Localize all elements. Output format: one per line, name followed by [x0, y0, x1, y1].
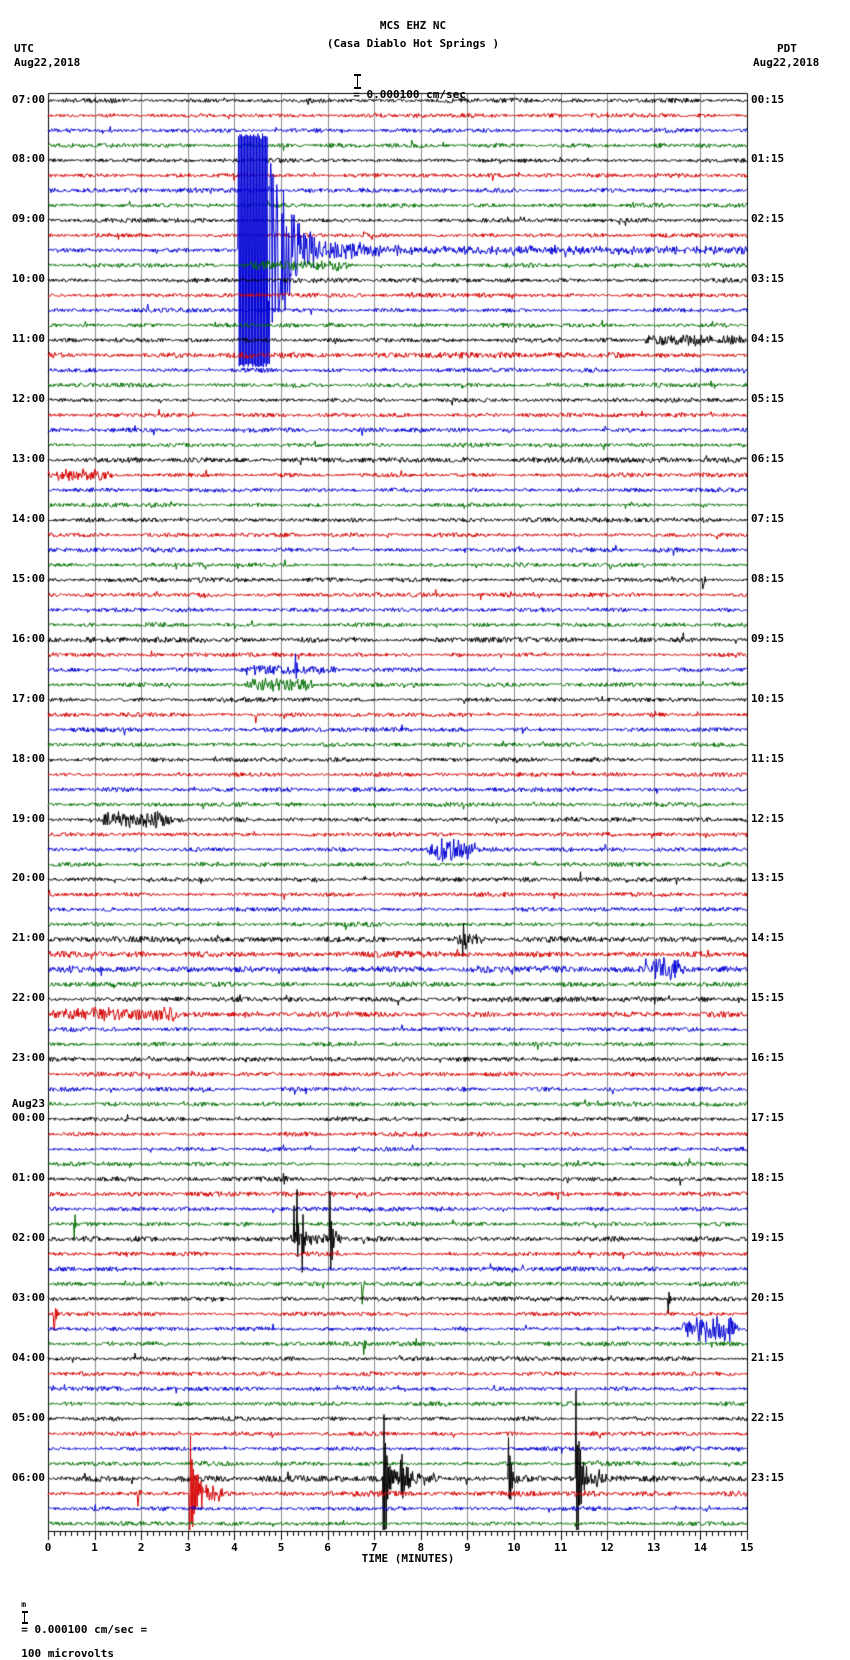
x-axis-tick-label: 2	[137, 1541, 145, 1554]
utc-hour-label: 09:00	[11, 212, 45, 226]
x-axis-tick-label: 0	[44, 1541, 52, 1554]
utc-hour-label: 13:00	[11, 452, 45, 466]
x-axis-tick-label: 8	[417, 1541, 425, 1554]
pdt-hour-label: 05:15	[751, 392, 785, 406]
x-axis-tick-label: 12	[600, 1541, 614, 1554]
seismogram-canvas	[0, 0, 850, 1613]
amplitude-scale-legend: = 0.000100 cm/sec	[340, 62, 466, 101]
utc-hour-label: 14:00	[11, 511, 45, 525]
utc-hour-label: 06:00	[11, 1470, 45, 1484]
pdt-hour-label: 07:15	[751, 511, 785, 525]
utc-hour-label: 20:00	[11, 871, 45, 885]
x-axis-tick-label: 4	[231, 1541, 238, 1554]
x-axis-tick-label: 11	[553, 1541, 568, 1554]
pdt-hour-label: 18:15	[751, 1171, 785, 1185]
pdt-hour-label: 04:15	[751, 332, 785, 346]
pdt-hour-label: 13:15	[751, 871, 785, 885]
pdt-hour-label: 11:15	[751, 751, 785, 765]
pdt-hour-label: 15:15	[751, 991, 785, 1005]
scale-text: = 0.000100 cm/sec	[353, 88, 466, 101]
left-date: Aug22,2018	[14, 56, 81, 69]
utc-hour-label: 07:00	[11, 92, 45, 106]
utc-hour-label: 16:00	[11, 631, 45, 645]
pdt-hour-label: 10:15	[751, 691, 785, 705]
station-title: MCS EHZ NC	[379, 19, 447, 32]
utc-hour-label: 22:00	[11, 991, 45, 1005]
utc-hour-label: 19:00	[11, 811, 45, 825]
footer-prefix-mark: m	[21, 1600, 27, 1609]
footer-scale-legend: m = 0.000100 cm/sec = 100 microvolts	[8, 1586, 147, 1660]
footer-scale-equation: = 0.000100 cm/sec =	[21, 1623, 148, 1636]
pdt-hour-label: 02:15	[751, 212, 785, 226]
scale-bar-icon	[353, 74, 362, 89]
utc-hour-label: 15:00	[11, 571, 45, 585]
x-axis-tick-label: 10	[507, 1541, 521, 1554]
pdt-hour-label: 19:15	[751, 1230, 785, 1244]
x-axis-tick-label: 1	[91, 1541, 98, 1554]
pdt-hour-label: 23:15	[751, 1470, 785, 1484]
utc-hour-label: 03:00	[11, 1290, 45, 1304]
utc-hour-label: 08:00	[11, 152, 45, 166]
x-axis-tick-label: 15	[740, 1541, 754, 1554]
pdt-hour-label: 12:15	[751, 811, 785, 825]
x-axis-title: TIME (MINUTES)	[361, 1552, 455, 1565]
pdt-hour-label: 03:15	[751, 272, 785, 286]
date-change-label: Aug23	[11, 1097, 45, 1111]
utc-hour-label: 17:00	[11, 691, 45, 705]
x-axis-tick-label: 3	[184, 1541, 192, 1554]
utc-hour-label: 10:00	[11, 272, 45, 286]
utc-hour-label: 11:00	[11, 332, 45, 346]
x-axis-tick-label: 13	[647, 1541, 661, 1554]
utc-hour-label: 02:00	[11, 1230, 45, 1244]
x-axis-tick-label: 5	[277, 1541, 285, 1554]
x-axis-tick-label: 7	[370, 1541, 378, 1554]
pdt-hour-label: 16:15	[751, 1051, 785, 1065]
utc-hour-label: 05:00	[11, 1410, 45, 1424]
utc-hour-label: 18:00	[11, 751, 45, 765]
pdt-hour-label: 00:15	[751, 92, 785, 106]
left-timezone: UTC	[14, 42, 34, 55]
utc-hour-label: 00:00	[11, 1111, 45, 1125]
utc-hour-label: 12:00	[11, 392, 45, 406]
pdt-hour-label: 22:15	[751, 1410, 785, 1424]
utc-hour-label: 21:00	[11, 931, 45, 945]
pdt-hour-label: 09:15	[751, 631, 785, 645]
pdt-hour-label: 01:15	[751, 152, 785, 166]
utc-hour-label: 23:00	[11, 1051, 45, 1065]
pdt-hour-label: 17:15	[751, 1111, 785, 1125]
utc-hour-label: 04:00	[11, 1350, 45, 1364]
x-axis-tick-label: 9	[464, 1541, 471, 1554]
x-axis-tick-label: 14	[693, 1541, 708, 1554]
pdt-hour-label: 21:15	[751, 1350, 785, 1364]
right-timezone: PDT	[777, 42, 797, 55]
pdt-hour-label: 06:15	[751, 452, 785, 466]
x-axis-tick-label: 6	[324, 1541, 331, 1554]
right-date: Aug22,2018	[753, 56, 820, 69]
pdt-hour-label: 08:15	[751, 571, 785, 585]
utc-hour-label: 01:00	[11, 1171, 45, 1185]
footer-scale-value: 100 microvolts	[21, 1647, 114, 1660]
station-name: (Casa Diablo Hot Springs )	[326, 37, 500, 50]
pdt-hour-label: 14:15	[751, 931, 785, 945]
pdt-hour-label: 20:15	[751, 1290, 785, 1304]
